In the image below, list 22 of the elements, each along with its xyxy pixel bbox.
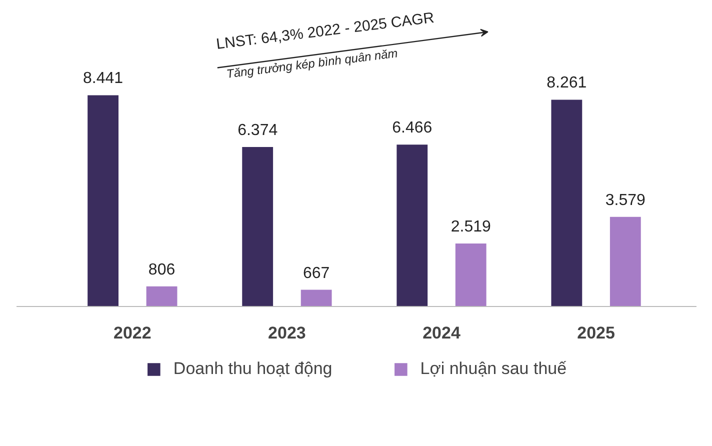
data-label: 806 [148,261,176,278]
x-tick-label: 2024 [422,324,461,342]
data-label: 6.374 [238,122,278,139]
data-label: 667 [302,264,330,282]
x-tick-label: 2023 [268,324,306,342]
bar [300,290,332,306]
bar [551,100,582,306]
x-tick-label: 2022 [114,324,152,342]
legend-label: Doanh thu hoạt động [173,359,332,379]
data-label: 8.441 [83,70,124,88]
data-label: 8.261 [546,74,587,92]
legend-label: Lợi nhuận sau thuế [420,359,567,379]
bar [242,146,274,306]
data-label: 3.579 [605,192,646,209]
bar [88,95,118,306]
bar [396,144,428,306]
bar [610,216,641,306]
x-tick-label: 2025 [577,324,615,342]
data-label: 2.519 [450,218,491,236]
bar [146,286,178,306]
bar [455,243,486,306]
data-label: 6.466 [392,120,432,137]
